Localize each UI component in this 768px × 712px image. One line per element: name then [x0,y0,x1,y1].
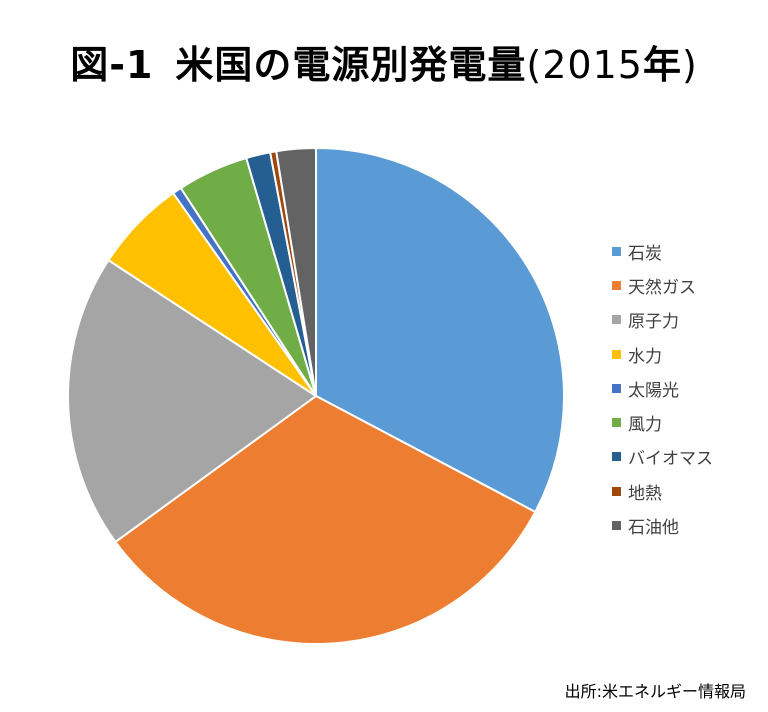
legend-label: 原子力 [628,312,679,333]
legend-label: 天然ガス [628,277,696,298]
legend-swatch [612,315,621,325]
title-paren-close: ) [681,43,698,87]
legend-item: 地熱 [612,474,713,508]
legend-item: 原子力 [612,303,713,337]
pie-slice-1 [315,147,565,513]
legend-label: 石油他 [628,518,679,539]
chart-title: 図-1 米国の電源別発電量(2015年) [0,34,768,89]
legend-label: 地熱 [628,483,662,504]
legend-item: 太陽光 [612,371,713,405]
legend-item: 天然ガス [612,268,713,302]
pie-slice-3 [67,259,317,543]
source-note: 出所:米エネルギー情報局 [564,682,746,701]
title-year: 2015 [542,43,643,87]
title-prefix: 図-1 [70,43,154,87]
pie-slices [67,147,565,645]
title-year-suffix: 年 [642,43,682,87]
legend-label: 石炭 [628,243,662,264]
legend-swatch [612,486,621,496]
legend-label: バイオマス [628,449,713,470]
legend-item: 石炭 [612,234,713,268]
legend-item: バイオマス [612,440,713,474]
legend-swatch [612,521,621,531]
legend-swatch [612,383,621,393]
legend-label: 風力 [628,415,662,436]
title-main: 米国の電源別発電量 [175,43,527,87]
pie-slice-2 [114,395,537,645]
legend-swatch [612,418,621,428]
legend-item: 石油他 [612,508,713,542]
legend-swatch [612,349,621,359]
legend-swatch [612,280,621,290]
legend-label: 太陽光 [628,380,679,401]
title-paren-open: ( [526,43,543,87]
legend-item: 風力 [612,405,713,439]
legend-swatch [612,246,621,256]
legend-item: 水力 [612,337,713,371]
legend-label: 水力 [628,346,662,367]
legend: 石炭天然ガス原子力水力太陽光風力バイオマス地熱石油他 [612,234,713,543]
legend-swatch [612,452,621,462]
pie-slice-9 [275,147,317,397]
